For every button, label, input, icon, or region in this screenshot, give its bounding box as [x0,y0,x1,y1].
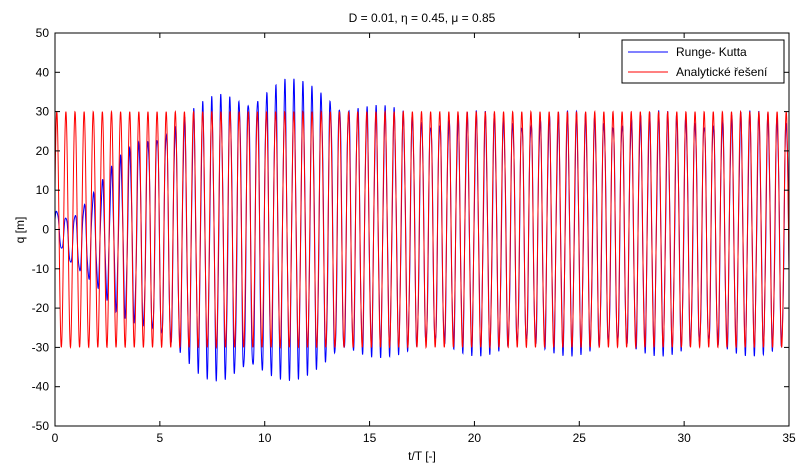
legend-box [621,39,785,84]
y-axis-ticks: -50 -40 -30 -20 -10 0 10 20 30 40 50 [32,26,789,433]
y-tick-label: -50 [32,419,50,433]
x-tick-label: 25 [573,431,587,445]
chart-title: D = 0.01, η = 0.45, μ = 0.85 [349,11,496,25]
axes-box [54,32,790,427]
x-tick-label: 10 [258,431,272,445]
x-tick-label: 20 [468,431,482,445]
series-layer [54,78,790,382]
series-line-analytical [54,109,790,350]
y-tick-label: 30 [36,105,50,119]
y-tick-label: 20 [36,144,50,158]
x-tick-label: 35 [782,431,796,445]
x-tick-label: 0 [52,431,59,445]
legend-label-analytical: Analytické řešení [676,65,768,79]
y-tick-label: 40 [36,65,50,79]
legend-label-runge-kutta: Runge- Kutta [676,45,747,59]
y-tick-label: -30 [32,340,50,354]
y-tick-label: 0 [42,223,49,237]
x-tick-label: 5 [157,431,164,445]
y-tick-label: -10 [32,262,50,276]
x-axis-ticks: 0 5 10 15 20 25 30 35 [52,33,796,445]
y-tick-label: 10 [36,183,50,197]
legend: Runge- Kutta Analytické řešení [621,39,785,84]
y-axis-label: q [m] [13,217,27,244]
x-axis-label: t/T [-] [408,449,436,463]
y-tick-label: 50 [36,26,50,40]
x-tick-label: 15 [363,431,377,445]
y-tick-label: -20 [32,301,50,315]
x-tick-label: 30 [677,431,691,445]
y-tick-label: -40 [32,380,50,394]
